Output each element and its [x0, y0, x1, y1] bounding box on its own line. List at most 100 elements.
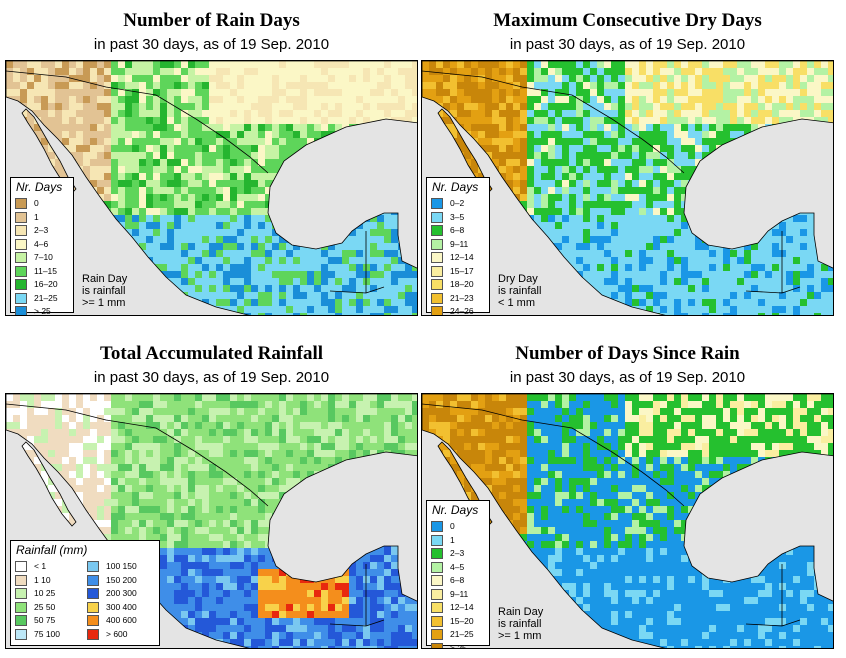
legend-swatch [87, 588, 99, 599]
legend-item: 21–25 [427, 629, 497, 641]
legend-item: 15–20 [427, 615, 497, 628]
panel-title: Number of Rain Days [123, 10, 300, 31]
legend-item: 0 [11, 198, 81, 210]
note-line: is rainfall [82, 285, 126, 297]
coastline [6, 61, 417, 315]
panel-dry-days: Maximum Consecutive Dry Days in past 30 … [421, 0, 834, 325]
country-border [6, 403, 385, 627]
legend-label: 11–15 [34, 265, 58, 276]
legend-swatch [431, 211, 443, 223]
legend-item: 12–14 [427, 252, 497, 264]
note-line: is rainfall [498, 618, 542, 630]
legend-swatch [87, 615, 99, 626]
legend-label: 1 [450, 534, 455, 545]
legend-title: Rainfall (mm) [16, 543, 88, 557]
legend-item: > 25 [427, 642, 497, 649]
legend-item: 1 [11, 211, 81, 224]
legend-item: 1 10 [11, 574, 81, 587]
legend-item: 18–20 [427, 279, 497, 291]
legend-swatch [15, 574, 27, 586]
legend-label: 0 [450, 521, 455, 531]
legend-label: 9–11 [450, 238, 469, 249]
legend-item: 21–23 [427, 292, 497, 305]
legend-label: 7–10 [34, 252, 53, 262]
legend-item: > 25 [11, 306, 81, 316]
note-line: Rain Day [498, 606, 544, 618]
country-border [422, 70, 801, 294]
legend-label: 25 50 [34, 601, 56, 612]
map-rain-days: Nr. Days 0 1 2–3 4–6 7–10 11–15 16–20 21–25 > 25… [5, 60, 418, 316]
legend-item: 4–5 [427, 561, 497, 574]
legend-label: 1 [34, 211, 39, 222]
legend-swatch [15, 265, 27, 277]
legend-item: 0 [427, 521, 497, 533]
legend-label: 50 75 [34, 615, 56, 625]
legend-label: 400 600 [106, 615, 137, 625]
panel-title: Maximum Consecutive Dry Days [493, 10, 762, 31]
legend-swatch [15, 225, 27, 236]
legend-item: 15–17 [427, 265, 497, 278]
legend-swatch [431, 292, 443, 304]
legend-item: 300 400 [83, 601, 153, 614]
map-legend: Rainfall (mm) < 1 1 10 10 25 25 50 50 75 75 1… [10, 540, 160, 646]
legend-title: Nr. Days [16, 180, 63, 194]
legend-item: 50 75 [11, 615, 81, 627]
legend-swatch [431, 534, 443, 546]
legend-item: 11–15 [11, 265, 81, 278]
legend-item: 400 600 [83, 615, 153, 627]
legend-swatch [431, 642, 443, 648]
legend-item: 9–11 [427, 588, 497, 601]
note-line: >= 1 mm [498, 630, 542, 642]
country-border [422, 403, 801, 627]
legend-item: 200 300 [83, 588, 153, 600]
legend-item: 3–5 [427, 211, 497, 224]
legend-note: Rain Day is rainfall >= 1 mm [498, 606, 543, 642]
legend-item: 9–11 [427, 238, 497, 251]
panel-subtitle: in past 30 days, as of 19 Sep. 2010 [93, 36, 330, 53]
legend-label: 10 25 [34, 588, 56, 598]
legend-label: 100 150 [106, 561, 137, 571]
legend-item: 6–8 [427, 225, 497, 237]
map-legend: Nr. Days 0 1 2–3 4–6 7–10 11–15 16–20 21–25 > 25 [10, 177, 74, 315]
legend-swatch [431, 238, 443, 250]
legend-swatch [15, 306, 27, 315]
legend-note: Dry Day is rainfall < 1 mm [498, 273, 541, 309]
legend-item: 24–26 [427, 306, 497, 315]
note-line: Dry Day [498, 273, 538, 285]
map-legend: Nr. Days 0 1 2–3 4–5 6–8 9–11 12–14 15–20 21–25 >… [426, 500, 490, 648]
legend-item: 0–2 [427, 198, 497, 210]
legend-label: > 25 [450, 642, 467, 649]
map-dry-days: Nr. Days 0–2 3–5 6–8 9–11 12–14 15–17 18–20 21–… [421, 60, 834, 316]
note-line: Rain Day [82, 273, 128, 285]
note-line: >= 1 mm [82, 297, 126, 309]
legend-swatch [431, 588, 443, 600]
legend-swatch [431, 629, 443, 640]
legend-label: 12–14 [450, 252, 474, 262]
legend-title: Nr. Days [432, 180, 479, 194]
legend-swatch [87, 601, 99, 613]
legend-label: 12–14 [450, 602, 474, 612]
legend-label: 21–25 [34, 292, 58, 303]
legend-swatch [431, 198, 443, 209]
coastline [21, 441, 77, 527]
legend-label: > 25 [34, 306, 51, 316]
legend-swatch [15, 561, 27, 572]
coastline [6, 394, 417, 648]
legend-label: 3–5 [450, 211, 465, 222]
legend-label: 15–17 [450, 265, 474, 276]
legend-label: 6–8 [450, 575, 465, 585]
legend-swatch [431, 548, 443, 559]
legend-label: 9–11 [450, 588, 469, 599]
legend-swatch [431, 265, 443, 277]
note-line: < 1 mm [498, 297, 535, 309]
legend-swatch [15, 211, 27, 223]
legend-swatch [15, 601, 27, 613]
note-line: is rainfall [498, 285, 542, 297]
panel-subtitle: in past 30 days, as of 19 Sep. 2010 [93, 369, 330, 386]
panel-days-since-rain: Number of Days Since Rain in past 30 day… [421, 333, 834, 658]
country-border [6, 70, 385, 294]
legend-item: 75 100 [11, 628, 81, 641]
map-legend: Nr. Days 0–2 3–5 6–8 9–11 12–14 15–17 18–20 21–… [426, 177, 490, 315]
legend-label: > 600 [106, 628, 128, 639]
map-total-rainfall: Rainfall (mm) < 1 1 10 10 25 25 50 50 75 75 1… [5, 393, 418, 649]
